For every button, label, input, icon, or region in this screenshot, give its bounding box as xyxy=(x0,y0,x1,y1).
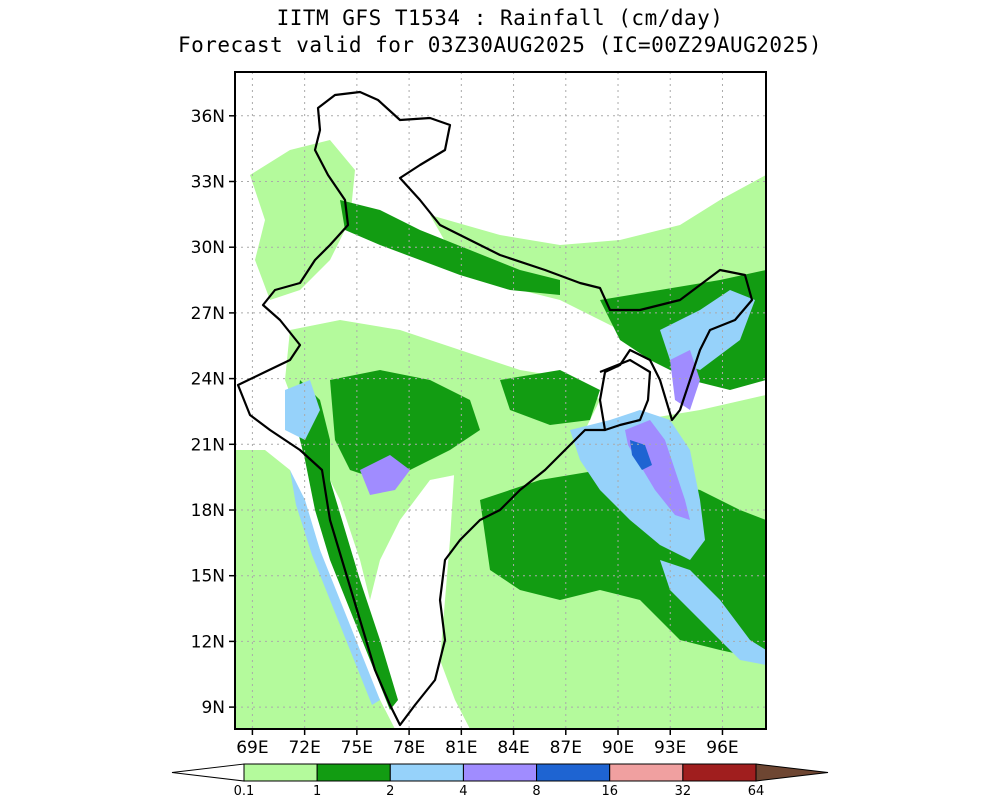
lon-tick-label: 87E xyxy=(550,738,582,758)
rain-area-purple-central xyxy=(360,455,410,495)
plot-frame xyxy=(234,71,767,730)
colorbar-label: 8 xyxy=(532,784,540,799)
lon-tick-label: 69E xyxy=(236,738,268,758)
colorbar-swatch xyxy=(316,763,391,782)
country-boundaries xyxy=(236,90,754,727)
lon-tick-label: 78E xyxy=(393,738,425,758)
map-title: IITM GFS T1534 : Rainfall (cm/day) xyxy=(276,6,724,30)
colorbar-label: 32 xyxy=(675,784,692,799)
india-outline xyxy=(236,90,754,727)
colorbar-swatch xyxy=(536,763,611,782)
lat-tick-label: 27N xyxy=(191,304,225,324)
colorbar-low-arrow xyxy=(171,763,245,782)
lat-tick-label: 21N xyxy=(191,435,225,455)
bangladesh-outline xyxy=(599,358,652,432)
lat-tick-label: 30N xyxy=(191,238,225,258)
colorbar-label: 1 xyxy=(313,784,321,799)
colorbar-label: 64 xyxy=(748,784,765,799)
lat-tick-label: 12N xyxy=(191,632,225,652)
rain-area-dark-west-coast xyxy=(295,380,398,710)
rain-area-lightblue-gujarat xyxy=(285,380,320,440)
rain-area-lightblue-westcoast xyxy=(290,470,380,705)
rain-area-dark-central xyxy=(330,370,480,480)
colorbar-swatch xyxy=(682,763,757,782)
lon-tick-label: 93E xyxy=(654,738,686,758)
lon-tick-label: 81E xyxy=(445,738,477,758)
colorbar-label: 4 xyxy=(459,784,467,799)
lon-tick-label: 72E xyxy=(288,738,320,758)
lon-tick-label: 75E xyxy=(341,738,373,758)
rain-area-purple-ne xyxy=(670,350,700,410)
rain-area-light-nw xyxy=(250,140,355,300)
colorbar-label: 16 xyxy=(601,784,618,799)
lat-tick-label: 15N xyxy=(191,567,225,587)
rain-area-dark-himalaya xyxy=(340,200,560,295)
lon-tick-label: 84E xyxy=(497,738,529,758)
colorbar-swatch xyxy=(609,763,684,782)
colorbar-swatch xyxy=(243,763,318,782)
colorbar: 0.1 1 2 4 8 16 32 64 xyxy=(171,763,829,799)
lon-tick-label: 96E xyxy=(706,738,738,758)
rain-area-dark-east xyxy=(500,370,600,425)
rain-area-lightblue-ne xyxy=(660,290,755,370)
rain-area-lightblue-bay xyxy=(570,410,705,560)
lat-tick-label: 24N xyxy=(191,370,225,390)
colorbar-swatch xyxy=(389,763,464,782)
latitude-axis: 36N 33N 30N 27N 24N 21N 18N 15N 12N 9N xyxy=(191,107,235,718)
lat-tick-label: 36N xyxy=(191,107,225,127)
lon-tick-label: 90E xyxy=(602,738,634,758)
lat-tick-label: 9N xyxy=(201,698,225,718)
lat-tick-label: 33N xyxy=(191,173,225,193)
colorbar-high-arrow xyxy=(755,763,829,782)
colorbar-label: 2 xyxy=(386,784,394,799)
rain-area-blue-bay xyxy=(630,440,652,470)
longitude-axis: 69E 72E 75E 78E 81E 84E 87E 90E 93E 96E xyxy=(236,729,739,758)
rainfall-field xyxy=(235,140,766,729)
map-subtitle: Forecast valid for 03Z30AUG2025 (IC=00Z2… xyxy=(177,33,822,57)
lat-tick-label: 18N xyxy=(191,501,225,521)
rain-area-lightblue-andaman xyxy=(660,560,766,665)
colorbar-swatch xyxy=(462,763,538,782)
colorbar-label: 0.1 xyxy=(234,784,255,799)
